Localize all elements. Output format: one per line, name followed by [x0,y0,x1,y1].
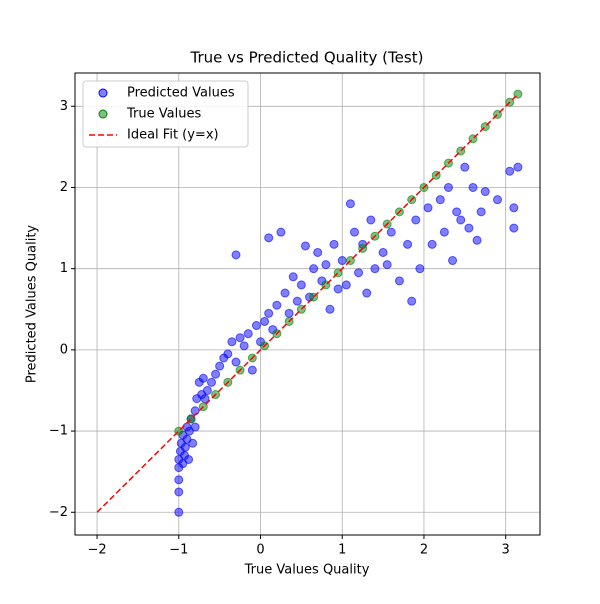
point [394,276,404,286]
point [382,260,392,270]
point [349,227,359,237]
point [276,227,286,237]
point [456,215,466,225]
y-tick-label: 3 [60,99,68,114]
point [378,247,388,257]
point [243,329,253,339]
point [190,406,200,416]
point [174,487,184,497]
point [329,239,339,249]
legend-marker [98,88,108,98]
point [476,207,486,217]
point [264,233,274,243]
point [370,264,380,274]
legend-marker [98,109,108,119]
point [215,361,225,371]
point [468,182,478,192]
point [362,288,372,298]
point [513,162,523,172]
point [202,385,212,395]
point [300,241,310,251]
x-tick-label: 2 [420,543,428,558]
y-tick-label: 2 [60,180,68,195]
point [333,284,343,294]
chart-title: True vs Predicted Quality (Test) [190,49,424,67]
point [296,280,306,290]
legend-label: Predicted Values [127,86,235,101]
point [190,422,200,432]
point [284,308,294,318]
y-axis-label: Predicted Values Quality [25,225,40,384]
x-tick-label: 1 [338,543,346,558]
point [174,507,184,517]
point [180,442,190,452]
point [439,227,449,237]
point [345,199,355,209]
point [509,203,519,213]
point [321,260,331,270]
x-tick-label: 0 [256,543,264,558]
point [174,475,184,485]
point [198,373,208,383]
legend-label: Ideal Fit (y=x) [127,128,219,143]
point [480,187,490,197]
point [280,288,290,298]
point [211,369,221,379]
point [309,264,319,274]
point [464,223,474,233]
point [272,300,282,310]
point [239,341,249,351]
legend-label: True Values [126,107,201,122]
point [313,247,323,257]
y-tick-label: 0 [60,342,68,357]
point [366,215,376,225]
point [415,264,425,274]
point [260,316,270,326]
point [264,308,274,318]
point [423,203,433,213]
point [188,438,198,448]
point [251,321,261,331]
point [223,349,233,359]
x-tick-label: −1 [169,543,188,558]
legend-box [82,80,249,148]
point [325,304,335,314]
point [452,207,462,217]
plot-frame [74,72,541,536]
point [288,272,298,282]
point [235,333,245,343]
y-tick-label: 1 [60,261,68,276]
point [386,227,396,237]
x-tick-label: −2 [87,543,106,558]
point [231,357,241,367]
point [206,377,216,387]
point [337,256,347,266]
point [435,195,445,205]
point [184,454,194,464]
point [493,195,503,205]
point [354,268,364,278]
point [403,239,413,249]
point [443,182,453,192]
point [505,166,515,176]
y-tick-label: −2 [49,505,68,520]
point [460,162,470,172]
point [247,365,257,375]
point [227,337,237,347]
point [472,235,482,245]
y-tick-label: −1 [49,424,68,439]
point [407,296,417,306]
x-axis-label: True Values Quality [244,563,370,578]
x-tick-label: 3 [502,543,510,558]
point [427,239,437,249]
point [411,215,421,225]
ideal-line [96,93,519,513]
point [292,296,302,306]
point [509,223,519,233]
point [231,250,241,260]
point [341,280,351,290]
point [448,256,458,266]
